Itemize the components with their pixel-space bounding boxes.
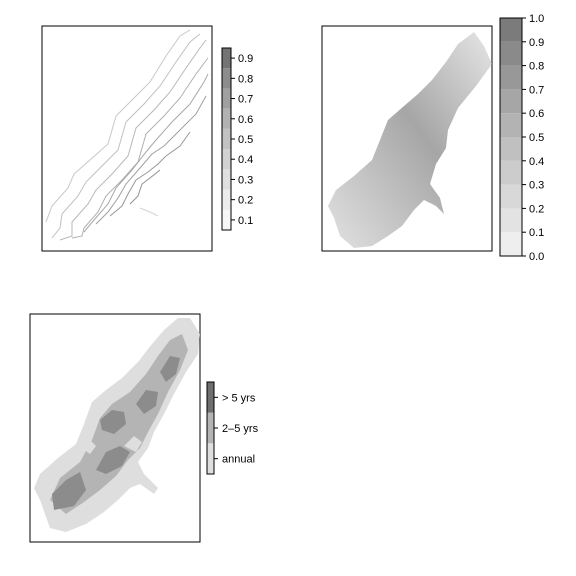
- colorbar-swatch: [500, 89, 522, 114]
- colorbar-swatch: [500, 18, 522, 42]
- legend-categories: annual 2–5 yrs > 5 yrs: [206, 381, 259, 475]
- panel-contour: 0.1 0.2 0.3 0.4 0.5 0.6 0.7 0.8 0.9: [41, 25, 253, 252]
- colorbar-swatch: [222, 48, 231, 69]
- map-region-annual-patch: [82, 440, 96, 454]
- colorbar-tick-label: 0.4: [529, 156, 544, 168]
- legend-label: > 5 yrs: [222, 392, 256, 404]
- contour-line: [59, 39, 207, 241]
- colorbar-tick-label: 0.8: [238, 73, 253, 85]
- colorbar-tick-label: 0.9: [529, 37, 544, 49]
- colorbar-tick-label: 0.3: [529, 180, 544, 192]
- colorbar-tick-label: 0.6: [529, 108, 544, 120]
- legend-swatch: [207, 382, 214, 413]
- colorbar-tick-label: 0.0: [529, 251, 544, 263]
- colorbar-tick-label: 0.8: [529, 61, 544, 73]
- colorbar-swatch: [500, 208, 522, 233]
- colorbar-swatch: [500, 65, 522, 90]
- map-region-gt-5-yrs: [160, 356, 180, 382]
- panel-categories: annual 2–5 yrs > 5 yrs: [29, 313, 259, 543]
- contour-line: [129, 169, 161, 205]
- contour-line: [71, 57, 209, 239]
- colorbar-tick-label: 0.7: [238, 94, 253, 106]
- map-region-gt-5-yrs: [100, 410, 126, 434]
- legend-frame: [206, 381, 215, 475]
- colorbar-tick-label: 0.9: [238, 53, 253, 65]
- colorbar-swatch: [500, 184, 522, 209]
- colorbar-swatch: [222, 189, 231, 210]
- colorbar-contour: 0.1 0.2 0.3 0.4 0.5 0.6 0.7 0.8 0.9: [221, 47, 253, 231]
- map-region-gt-5-yrs: [136, 390, 158, 414]
- plot-frame-contour: [41, 25, 213, 252]
- map-region-annual-patch: [124, 436, 142, 452]
- colorbar-swatch: [500, 232, 522, 256]
- contour-line: [83, 73, 209, 233]
- colorbar-swatch: [500, 160, 522, 185]
- contour-line: [45, 29, 191, 223]
- colorbar-tick-label: 0.7: [529, 84, 544, 96]
- colorbar-tick-label: 0.1: [238, 215, 253, 227]
- map-region-gt-5-yrs: [96, 446, 130, 474]
- colorbar-tick-label: 0.4: [238, 154, 253, 166]
- contour-line: [95, 95, 207, 225]
- colorbar-tick-label: 0.5: [529, 132, 544, 144]
- colorbar-tick-label: 0.1: [529, 227, 544, 239]
- colorbar-swatch: [222, 108, 231, 129]
- colorbar-tick-label: 0.5: [238, 134, 253, 146]
- panel-field: 0.0 0.1 0.2 0.3 0.4 0.5 0.6 0.7 0.8 0.9 1.0: [321, 13, 544, 263]
- colorbar-swatch: [222, 169, 231, 190]
- field-region: [328, 32, 492, 248]
- legend-swatch: [207, 443, 214, 474]
- colorbar-tick-label: 0.2: [238, 195, 253, 207]
- colorbar-swatch: [500, 41, 522, 66]
- colorbar-swatch: [222, 88, 231, 109]
- colorbar-field: 0.0 0.1 0.2 0.3 0.4 0.5 0.6 0.7 0.8 0.9 1.0: [499, 13, 544, 263]
- colorbar-tick-label: 0.6: [238, 114, 253, 126]
- colorbar-tick-label: 0.2: [529, 203, 544, 215]
- contour-line: [109, 131, 191, 217]
- contour-line: [139, 207, 159, 217]
- contour-lines: [45, 29, 209, 241]
- legend-label: annual: [222, 454, 255, 466]
- colorbar-swatch: [222, 149, 231, 170]
- colorbar-swatch: [500, 113, 522, 137]
- legend-label: 2–5 yrs: [222, 423, 259, 435]
- colorbar-swatch: [500, 137, 522, 161]
- colorbar-swatch: [222, 209, 231, 230]
- colorbar-swatch: [222, 128, 231, 150]
- colorbar-tick-label: 1.0: [529, 13, 544, 25]
- colorbar-swatch: [222, 68, 231, 89]
- colorbar-tick-label: 0.3: [238, 174, 253, 186]
- contour-line: [51, 33, 201, 239]
- legend-swatch: [207, 412, 214, 444]
- map-region-gt-5-yrs: [52, 472, 86, 510]
